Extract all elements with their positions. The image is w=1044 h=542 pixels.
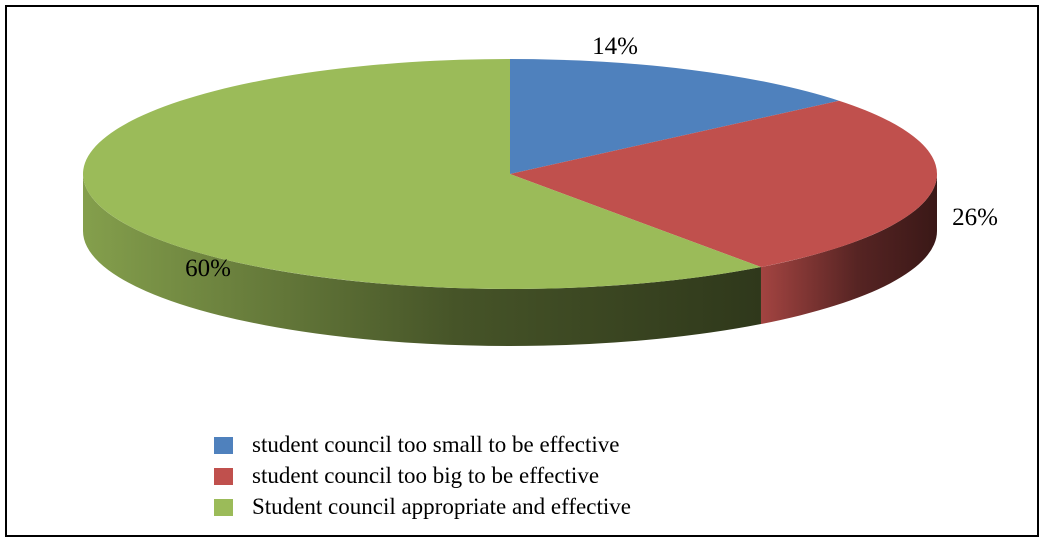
legend-label-student-council-appropriate-and-effective: Student council appropriate and effectiv… bbox=[252, 494, 631, 519]
legend-swatch-student-council-too-small-to-be-effective bbox=[214, 437, 233, 454]
legend-swatch-student-council-too-big-to-be-effective bbox=[214, 468, 233, 485]
pie-top bbox=[82, 59, 937, 289]
legend: student council too small to be effectiv… bbox=[214, 432, 631, 519]
percent-label-student-council-appropriate-and-effective: 60% bbox=[185, 255, 231, 282]
slice-side-student-council-too-big-to-be-effective bbox=[760, 174, 937, 325]
percent-label-student-council-too-big-to-be-effective: 26% bbox=[952, 204, 998, 231]
percent-labels: 14% 26% 60% bbox=[185, 33, 998, 282]
pie-sides bbox=[82, 174, 937, 346]
legend-swatch-student-council-appropriate-and-effective bbox=[214, 499, 233, 516]
slice-side-student-council-appropriate-and-effective bbox=[82, 174, 761, 346]
slice-student-council-too-big-to-be-effective bbox=[510, 100, 937, 268]
legend-label-student-council-too-big-to-be-effective: student council too big to be effective bbox=[252, 463, 599, 488]
legend-label-student-council-too-small-to-be-effective: student council too small to be effectiv… bbox=[252, 432, 619, 457]
slice-student-council-too-small-to-be-effective bbox=[510, 59, 840, 174]
percent-label-student-council-too-small-to-be-effective: 14% bbox=[592, 33, 638, 60]
slice-student-council-appropriate-and-effective bbox=[82, 59, 761, 289]
